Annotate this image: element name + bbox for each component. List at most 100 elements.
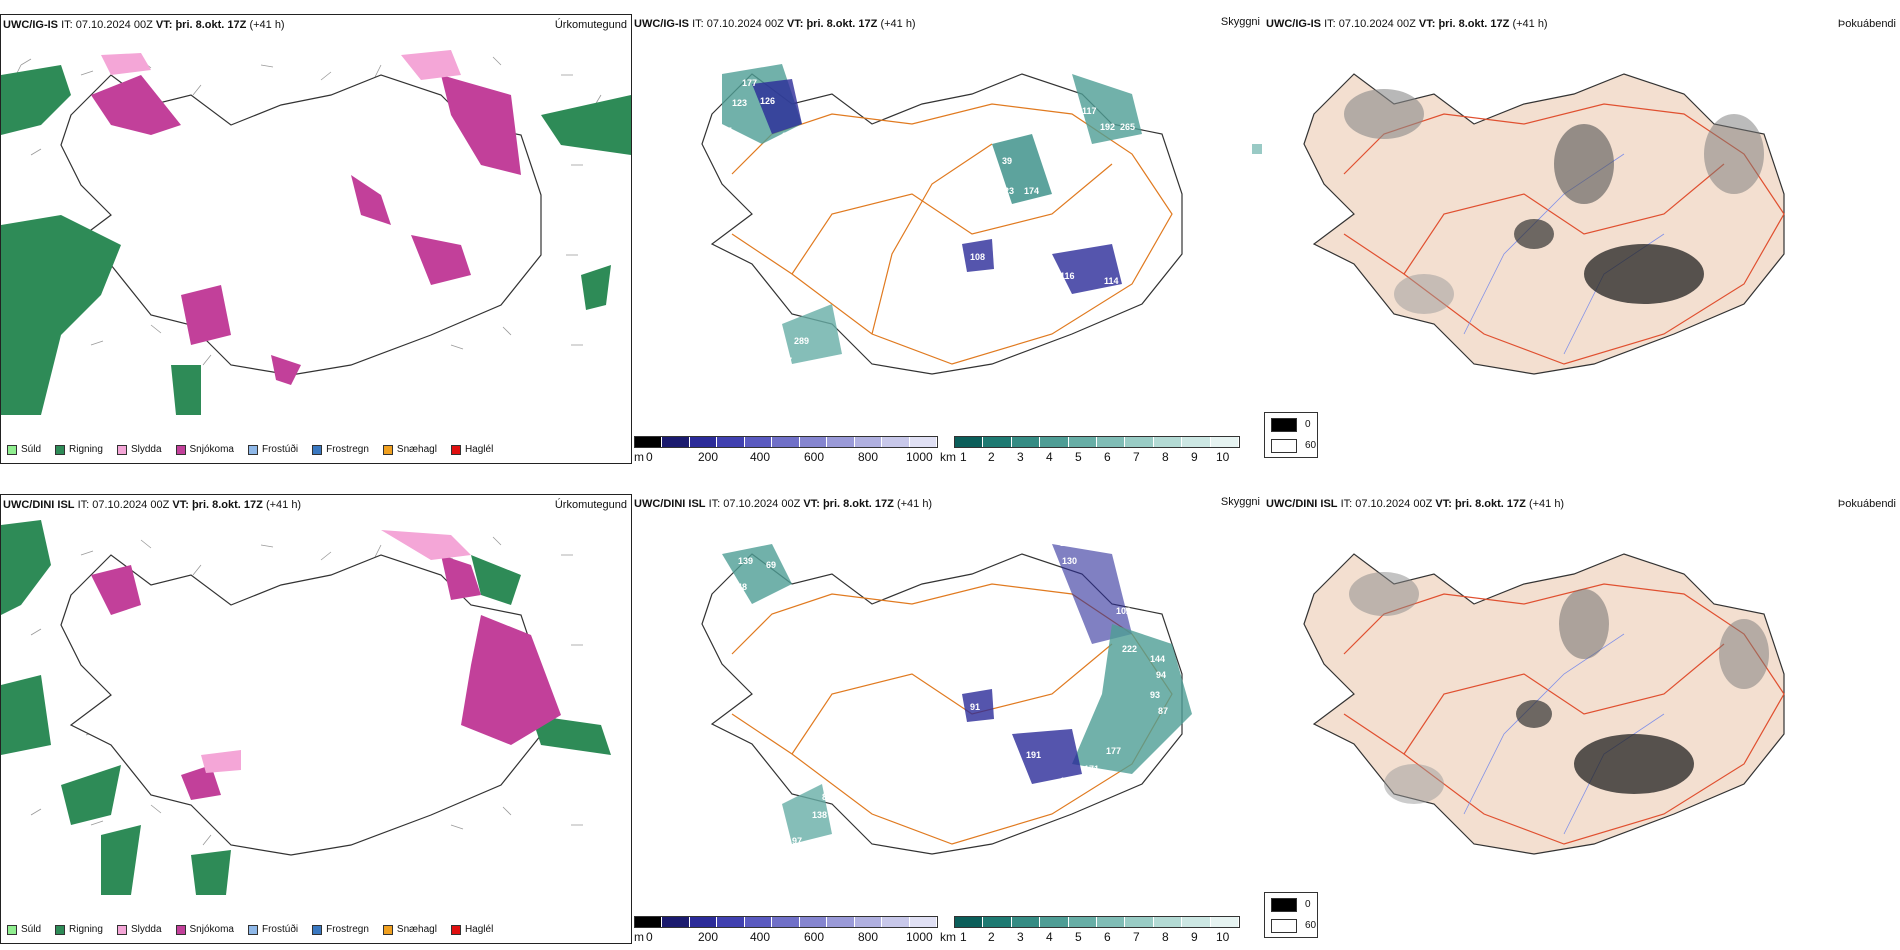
vis-label: 39	[1002, 156, 1012, 166]
fog-legend-label: 60	[1305, 440, 1317, 451]
legend-item-hail: Haglél	[450, 444, 493, 455]
colorbar-scale	[954, 916, 1240, 928]
precip-type-map	[1, 520, 611, 895]
vis-label: 139	[738, 556, 753, 566]
vis-label: 47	[782, 356, 792, 366]
vis-label: 91	[970, 702, 980, 712]
vis-label: 73	[932, 364, 942, 374]
colorbar-tick: 3	[1017, 930, 1024, 944]
fog-index-legend: 0 60	[1264, 892, 1318, 938]
vt-value: þri. 8.okt. 17Z	[822, 498, 894, 510]
precip-rain	[1, 65, 631, 415]
legend-swatch	[55, 924, 66, 935]
panel-header: UWC/IG-IS IT: 07.10.2024 00Z VT: þri. 8.…	[634, 18, 916, 30]
vt-label: VT:	[155, 19, 173, 31]
vis-label: 191	[1026, 750, 1041, 760]
model-name: UWC/DINI ISL	[1266, 498, 1338, 510]
model-name: UWC/IG-IS	[3, 19, 58, 31]
fog-shading	[1344, 89, 1764, 314]
legend-item-freezing-rain: Frostregn	[312, 444, 369, 455]
colorbar-scale	[634, 916, 938, 928]
colorbar-tick: 0	[646, 930, 653, 944]
visibility-value-labels: 177 123 126 80 35 117 192 265 39 23 174 …	[722, 78, 1135, 374]
fog-legend-label: 0	[1305, 899, 1311, 910]
legend-item-snow-grains: Snæhagl	[382, 444, 437, 455]
legend-item-sleet: Slydda	[116, 924, 162, 935]
vis-label: 12	[1014, 274, 1024, 284]
vis-label: 35	[722, 126, 732, 136]
road-network	[1343, 103, 1785, 365]
fog-legend-label: 0	[1305, 419, 1311, 430]
cloud-base-colorbar: m 0 200 400 600 800 1000	[634, 436, 946, 464]
colorbar-tick: 0	[646, 450, 653, 464]
legend-swatch	[7, 924, 17, 935]
fog-shading	[1349, 572, 1769, 804]
visibility-map: 177 123 126 80 35 117 192 265 39 23 174 …	[701, 64, 1262, 375]
fog-legend-label: 60	[1305, 920, 1317, 931]
fog-legend-swatch-light	[1271, 919, 1297, 933]
visibility-map-panel-row2: UWC/DINI ISL IT: 07.10.2024 00Z VT: þri.…	[632, 494, 1264, 944]
vt-value: þri. 8.okt. 17Z	[191, 499, 263, 511]
precip-type-legend: Súld Rigning Slydda Snjókoma Frostúði Fr…	[7, 444, 493, 455]
precip-sleet	[101, 50, 461, 80]
colorbar-tick: 9	[1191, 930, 1198, 944]
iceland-outline	[701, 73, 1183, 375]
colorbar-tick: 1	[960, 450, 967, 464]
legend-item-drizzle: Súld	[7, 444, 41, 455]
colorbar-tick: 4	[1046, 930, 1053, 944]
vis-label: 174	[1024, 186, 1039, 196]
vt-label: VT:	[1418, 18, 1436, 30]
colorbar-tick: 600	[804, 450, 825, 464]
vis-label: 87	[1158, 706, 1168, 716]
colorbar-tick: 1000	[906, 930, 933, 944]
colorbar-tick: 10	[1216, 930, 1230, 944]
legend-item-snow-grains: Snæhagl	[382, 924, 437, 935]
colorbar-tick: 4	[1046, 450, 1053, 464]
vis-label: 94	[1156, 670, 1166, 680]
vis-label: 97	[792, 836, 802, 846]
fog-index-legend: 0 60	[1264, 412, 1318, 458]
vis-label: 259	[1016, 202, 1031, 212]
vis-label: 144	[1150, 654, 1165, 664]
lead-time: (+41 h)	[265, 499, 302, 511]
vis-label: 116	[1060, 271, 1075, 281]
colorbar-tick: 6	[1104, 450, 1111, 464]
vis-label: 177	[1106, 746, 1121, 756]
visibility-map: 131 130 139 69 148 102 146 222 144 94 93…	[701, 538, 1192, 855]
colorbar-tick: 9	[1191, 450, 1198, 464]
vis-label: 289	[794, 336, 809, 346]
colorbar-unit: m	[634, 450, 644, 464]
legend-swatch	[450, 444, 461, 455]
precip-type-legend: Súld Rigning Slydda Snjókoma Frostúði Fr…	[7, 924, 493, 935]
colorbar-tick: 200	[698, 450, 719, 464]
fog-legend-swatch-light	[1271, 439, 1297, 453]
fog-index-map	[1303, 73, 1785, 375]
model-name: UWC/DINI ISL	[634, 498, 706, 510]
legend-swatch	[312, 444, 323, 455]
vis-label: 126	[760, 96, 775, 106]
vis-label: 117	[1082, 106, 1097, 116]
visibility-colorbar: km 1 2 3 4 5 6 7 8 9 10	[940, 436, 1242, 464]
it-value: 07.10.2024 00Z	[75, 19, 153, 31]
legend-swatch	[116, 444, 127, 455]
colorbar-tick: 5	[1075, 450, 1082, 464]
vt-value: þri. 8.okt. 17Z	[1438, 18, 1510, 30]
lead-time: (+41 h)	[896, 498, 933, 510]
vis-label: 77	[1062, 306, 1072, 316]
panel-title: Þokuábendi	[1837, 18, 1896, 30]
precip-rain	[1, 520, 611, 895]
vis-label: 222	[1122, 644, 1137, 654]
it-label: IT:	[1324, 18, 1336, 30]
model-name: UWC/IG-IS	[1266, 18, 1321, 30]
vis-label: 192	[1100, 122, 1115, 132]
vis-label: 130	[1062, 556, 1077, 566]
vis-label: 108	[970, 252, 985, 262]
panel-title: Úrkomutegund	[554, 499, 627, 511]
vis-label: 43	[1052, 226, 1062, 236]
panel-header: UWC/DINI ISL IT: 07.10.2024 00Z VT: þri.…	[634, 498, 932, 510]
vis-label: 171	[1084, 764, 1099, 774]
colorbar-tick: 200	[698, 930, 719, 944]
legend-item-hail: Haglél	[450, 924, 493, 935]
fog-index-map-panel-row2: UWC/DINI ISL IT: 07.10.2024 00Z VT: þri.…	[1264, 494, 1900, 944]
colorbar-tick: 6	[1104, 930, 1111, 944]
